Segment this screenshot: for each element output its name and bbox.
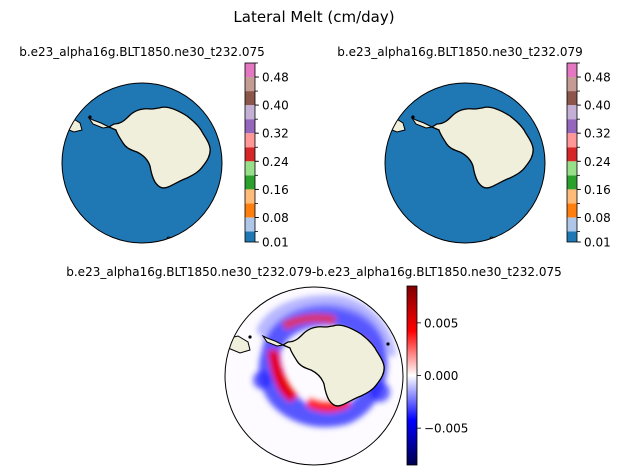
panel-1-colorbar-tick-label: 0.01 xyxy=(262,236,289,250)
panel-2-colorbar-segment xyxy=(567,147,577,162)
panel-3: b.e23_alpha16g.BLT1850.ne30_t232.079-b.e… xyxy=(66,265,562,466)
panel-2: b.e23_alpha16g.BLT1850.ne30_t232.079 0.0… xyxy=(337,45,611,250)
panel-1-title: b.e23_alpha16g.BLT1850.ne30_t232.075 xyxy=(19,45,265,59)
panel-1-colorbar-segment xyxy=(245,91,255,106)
panel-3-island-2 xyxy=(386,342,390,346)
red-anomaly-north xyxy=(282,314,336,330)
blue-patch-west xyxy=(253,371,271,389)
panel-1-colorbar-segment xyxy=(245,203,255,218)
panel-2-colorbar-segment xyxy=(567,63,577,78)
panel-2-colorbar-segment xyxy=(567,119,577,134)
panel-2-colorbar-tick-label: 0.40 xyxy=(584,99,611,113)
panel-1-map-border xyxy=(61,82,223,244)
panel-2-colorbar-tick-label: 0.32 xyxy=(584,127,611,141)
panel-2-colorbar-segment xyxy=(567,217,577,232)
panel-2-island-2 xyxy=(549,124,552,127)
panel-3-colorbar: −0.005 0.000 0.005 xyxy=(406,285,468,466)
panel-2-colorbar-segment xyxy=(567,189,577,204)
panel-1-colorbar-frame xyxy=(244,62,256,243)
panel-1-colorbar-tick-label: 0.08 xyxy=(262,211,289,225)
panel-3-colorbar-tick-label: −0.005 xyxy=(424,422,468,436)
panel-2-colorbar-segment xyxy=(567,203,577,218)
panel-1-colorbar-segment xyxy=(245,63,255,78)
light-blue-halo xyxy=(256,295,396,356)
panel-3-colorbar-gradient xyxy=(407,286,417,465)
panel-1-colorbar-segment xyxy=(245,231,255,242)
panel-3-title: b.e23_alpha16g.BLT1850.ne30_t232.079-b.e… xyxy=(66,265,562,279)
panel-2-colorbar: 0.01 0.08 0.16 0.24 0.32 0.40 0.48 xyxy=(566,62,611,250)
panel-2-colorbar-frame xyxy=(566,62,578,243)
panel-2-colorbar-tick-label: 0.08 xyxy=(584,211,611,225)
panel-1-island xyxy=(88,115,92,119)
panel-3-map-border xyxy=(224,286,404,466)
panel-1-colorbar-segment xyxy=(245,175,255,190)
panel-1-colorbar-segment xyxy=(245,217,255,232)
panel-1-colorbar-tick-label: 0.24 xyxy=(262,155,289,169)
panel-1-colorbar-segment xyxy=(245,161,255,176)
panel-3-island xyxy=(248,335,252,339)
panel-2-colorbar-segment xyxy=(567,161,577,176)
panel-2-map-border xyxy=(384,82,546,244)
figure-title: Lateral Melt (cm/day) xyxy=(233,8,394,26)
panel-2-island xyxy=(411,115,415,119)
panel-1-colorbar-tick-label: 0.40 xyxy=(262,99,289,113)
panel-2-title: b.e23_alpha16g.BLT1850.ne30_t232.079 xyxy=(337,45,583,59)
panel-1-colorbar-segment xyxy=(245,189,255,204)
panel-1-colorbar: 0.01 0.08 0.16 0.24 0.32 0.40 0.48 xyxy=(244,62,289,250)
panel-1-colorbar-tick-label: 0.48 xyxy=(262,71,289,85)
panel-1-colorbar-segment xyxy=(245,147,255,162)
panel-3-colorbar-tick-label: 0.000 xyxy=(424,369,458,383)
panel-2-colorbar-tick-label: 0.24 xyxy=(584,155,611,169)
panel-2-colorbar-segment xyxy=(567,105,577,120)
panel-1-colorbar-segment xyxy=(245,119,255,134)
panel-2-colorbar-segment xyxy=(567,91,577,106)
panel-2-colorbar-segment xyxy=(567,133,577,148)
panel-2-colorbar-segment xyxy=(567,77,577,92)
panel-3-colorbar-tick-label: 0.005 xyxy=(424,316,458,330)
panel-1-colorbar-tick-label: 0.16 xyxy=(262,183,289,197)
panel-1-colorbar-segment xyxy=(245,133,255,148)
red-anomaly-arc-west xyxy=(268,350,298,402)
panel-1: b.e23_alpha16g.BLT1850.ne30_t232.075 0.0… xyxy=(19,45,289,250)
panel-2-colorbar-segment xyxy=(567,231,577,242)
panel-1-island-2 xyxy=(226,124,229,127)
panel-2-colorbar-tick-label: 0.16 xyxy=(584,183,611,197)
panel-2-colorbar-tick-label: 0.01 xyxy=(584,236,611,250)
panel-1-colorbar-segment xyxy=(245,105,255,120)
panel-1-colorbar-segment xyxy=(245,77,255,92)
panel-2-colorbar-segment xyxy=(567,175,577,190)
panel-2-colorbar-tick-label: 0.48 xyxy=(584,71,611,85)
panel-1-colorbar-tick-label: 0.32 xyxy=(262,127,289,141)
